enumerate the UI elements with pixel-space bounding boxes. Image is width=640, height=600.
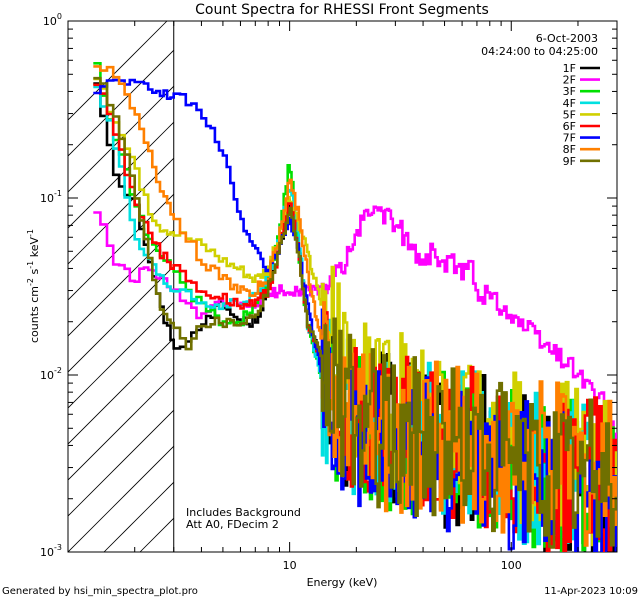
chart-title: Count Spectra for RHESSI Front Segments (195, 2, 489, 18)
y-axis-label: counts cm-2 s-1 keV-1 (26, 229, 41, 343)
footer-generated-by: Generated by hsi_min_spectra_plot.pro (2, 586, 198, 597)
y-tick-label: 10-2 (40, 366, 62, 382)
x-tick-label: 10 (283, 559, 297, 572)
hatch-line (68, 21, 168, 121)
y-axis: 100 10-1 10-2 10-3 (40, 12, 617, 559)
annotation-background: Includes Background (186, 506, 301, 519)
x-tick-label: 100 (501, 559, 522, 572)
y-tick-label: 10-3 (40, 543, 62, 559)
x-axis-label: Energy (keV) (307, 576, 378, 589)
legend-label-6f: 6F (563, 120, 576, 133)
legend-label-2f: 2F (563, 74, 576, 87)
footer-timestamp: 11-Apr-2023 10:09 (544, 586, 638, 597)
hatch-line (68, 373, 174, 481)
series-line-9f (93, 76, 617, 549)
legend-label-9f: 9F (563, 155, 576, 168)
hatch-line (68, 85, 174, 193)
legend-label-5f: 5F (563, 108, 576, 121)
header-time-range: 04:24:00 to 04:25:00 (481, 45, 598, 58)
hatch-line (68, 193, 174, 301)
header-date: 6-Oct-2003 (536, 32, 598, 45)
series-line-8f (93, 65, 617, 547)
legend-label-1f: 1F (563, 62, 576, 75)
hatch-line (68, 229, 174, 337)
x-axis: 10 100 (67, 21, 618, 572)
hatch-line (68, 445, 174, 552)
annotation-attenuator: Att A0, FDecim 2 (186, 518, 279, 531)
legend-label-3f: 3F (563, 85, 576, 98)
hatch-line (68, 409, 174, 517)
y-tick-label: 100 (43, 12, 62, 28)
legend-label-7f: 7F (563, 132, 576, 145)
plot-frame (67, 20, 618, 553)
series-lines (93, 62, 617, 552)
series-line-6f (93, 83, 617, 552)
y-tick-label: 10-1 (40, 189, 62, 205)
legend-label-8f: 8F (563, 143, 576, 156)
legend-label-4f: 4F (563, 97, 576, 110)
hatch-line (68, 265, 174, 373)
plot-area (67, 20, 618, 553)
